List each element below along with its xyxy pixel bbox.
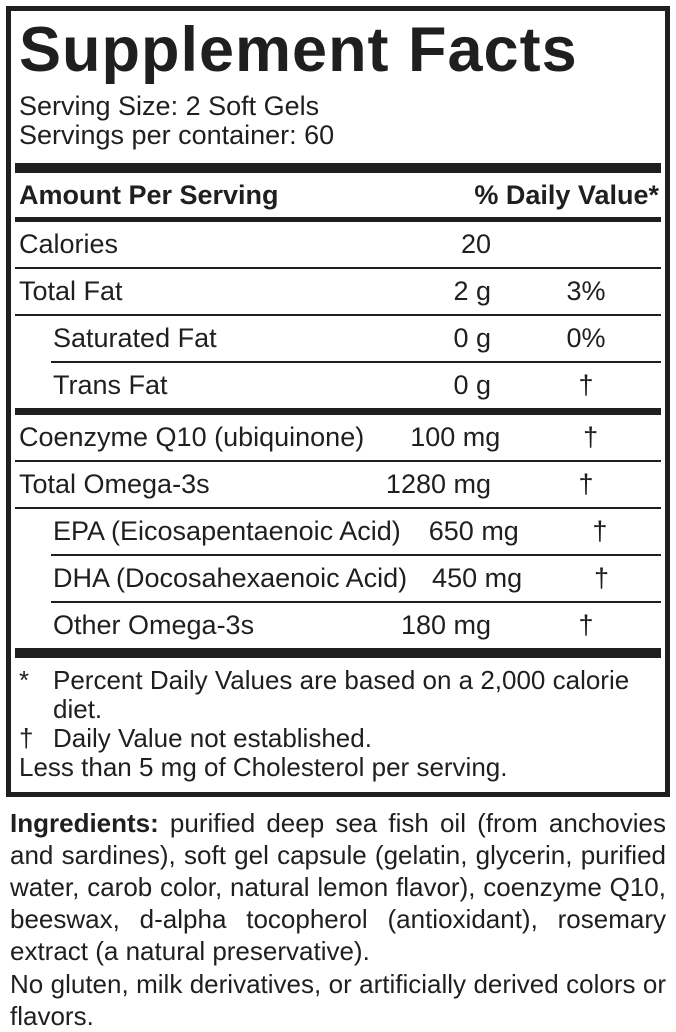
nutrient-daily-value: † xyxy=(578,370,594,400)
row-calories: Calories 20 xyxy=(15,222,661,267)
thick-divider-top xyxy=(15,163,661,173)
row-divider xyxy=(15,507,661,509)
row-divider xyxy=(15,314,661,316)
nutrient-amount: 0 g xyxy=(453,370,491,400)
table-header: Amount Per Serving % Daily Value* xyxy=(15,173,661,217)
panel-title: Supplement Facts xyxy=(19,15,578,85)
row-divider-indented xyxy=(51,554,661,556)
footnote-not-established: † Daily Value not established. xyxy=(19,724,659,753)
row-divider-indented xyxy=(51,601,661,603)
nutrient-daily-value: 0% xyxy=(566,323,606,353)
daily-value-header: % Daily Value* xyxy=(474,179,659,210)
nutrient-name: Total Omega-3s xyxy=(19,469,210,499)
row-divider-indented xyxy=(51,361,661,363)
footnote-text: Less than 5 mg of Cholesterol per servin… xyxy=(19,752,508,782)
nutrient-amount: 180 mg xyxy=(400,610,491,640)
nutrient-amount: 20 xyxy=(460,229,491,259)
nutrient-name: Saturated Fat xyxy=(53,323,217,353)
row-coenzyme-q10: Coenzyme Q10 (ubiquinone) 100 mg † xyxy=(15,415,661,460)
nutrient-name: Coenzyme Q10 (ubiquinone) xyxy=(19,422,365,452)
row-saturated-fat: Saturated Fat 0 g 0% xyxy=(15,316,661,361)
header-divider xyxy=(15,217,661,222)
nutrient-amount: 450 mg xyxy=(432,563,523,593)
ingredients-text: purified deep sea fish oil (from anchovi… xyxy=(10,808,666,966)
nutrient-name: DHA (Docosahexaenoic Acid) xyxy=(53,563,408,593)
nutrient-daily-value: † xyxy=(583,422,599,452)
footnotes: * Percent Daily Values are based on a 2,… xyxy=(15,658,661,786)
nutrient-name: Other Omega-3s xyxy=(53,610,255,640)
section-divider xyxy=(15,408,661,415)
row-dha: DHA (Docosahexaenoic Acid) 450 mg † xyxy=(15,556,661,601)
row-epa: EPA (Eicosapentaenoic Acid) 650 mg † xyxy=(15,509,661,554)
footnote-text: Percent Daily Values are based on a 2,00… xyxy=(53,665,630,724)
amount-per-serving-header: Amount Per Serving xyxy=(19,179,279,210)
ingredients-label: Ingredients: xyxy=(10,808,159,838)
row-trans-fat: Trans Fat 0 g † xyxy=(15,363,661,408)
nutrient-amount: 2 g xyxy=(453,276,491,306)
nutrient-name: Trans Fat xyxy=(53,370,168,400)
serving-size: Serving Size: 2 Soft Gels xyxy=(19,91,320,121)
nutrient-name: Calories xyxy=(19,229,119,259)
facts-panel: Supplement Facts Serving Size: 2 Soft Ge… xyxy=(6,6,670,797)
ingredients-paragraph: Ingredients: purified deep sea fish oil … xyxy=(10,807,666,967)
nutrient-daily-value: † xyxy=(594,563,610,593)
nutrient-name: Total Fat xyxy=(19,276,123,306)
nutrient-daily-value: † xyxy=(592,516,608,546)
row-divider xyxy=(15,460,661,462)
dagger-symbol: † xyxy=(19,723,34,753)
nutrient-daily-value: † xyxy=(578,469,594,499)
row-other-omega-3s: Other Omega-3s 180 mg † xyxy=(15,603,661,648)
nutrient-amount: 100 mg xyxy=(410,422,501,452)
row-divider xyxy=(15,267,661,269)
nutrient-amount: 1280 mg xyxy=(385,469,491,499)
footnote-daily-values: * Percent Daily Values are based on a 2,… xyxy=(19,666,659,724)
row-total-omega-3s: Total Omega-3s 1280 mg † xyxy=(15,462,661,507)
nutrient-amount: 650 mg xyxy=(428,516,519,546)
asterisk-symbol: * xyxy=(19,665,30,695)
servings-per-container: Servings per container: 60 xyxy=(19,120,335,150)
allergen-note: No gluten, milk derivatives, or artifici… xyxy=(10,969,666,1031)
thick-divider-bottom xyxy=(15,648,661,658)
nutrient-name: EPA (Eicosapentaenoic Acid) xyxy=(53,516,401,546)
nutrient-daily-value: 3% xyxy=(566,276,606,306)
nutrient-amount: 0 g xyxy=(453,323,491,353)
footnote-cholesterol: Less than 5 mg of Cholesterol per servin… xyxy=(19,753,659,782)
row-total-fat: Total Fat 2 g 3% xyxy=(15,269,661,314)
nutrient-daily-value: † xyxy=(578,610,594,640)
footnote-text: Daily Value not established. xyxy=(53,723,372,753)
supplement-facts-label: Supplement Facts Serving Size: 2 Soft Ge… xyxy=(0,6,676,1031)
